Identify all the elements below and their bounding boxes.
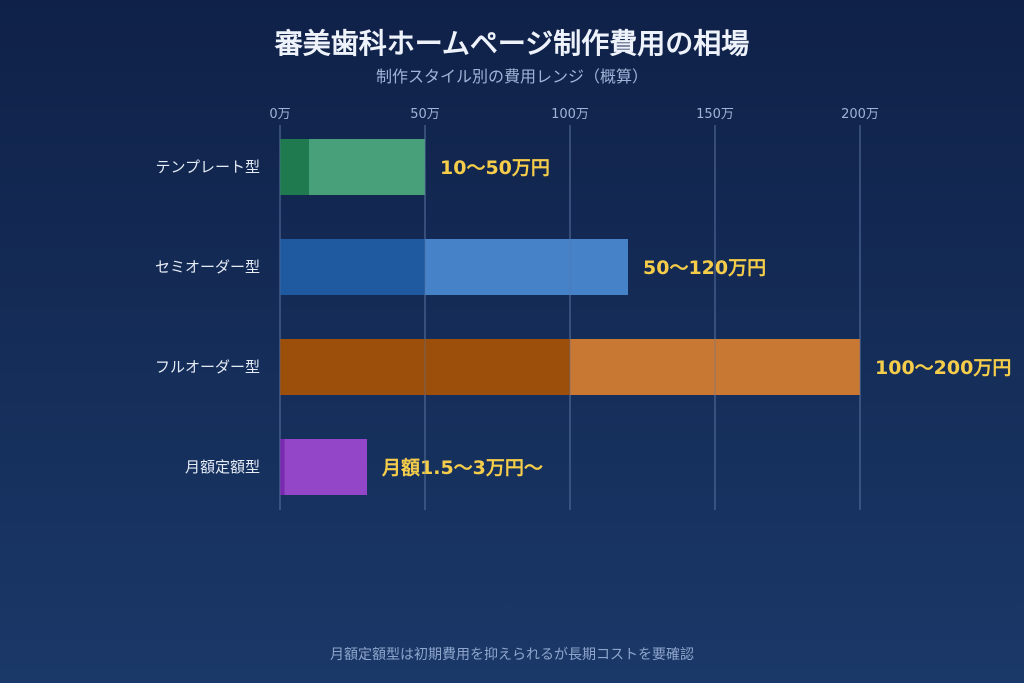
x-tick-label: 100万 — [551, 107, 589, 122]
category-label: フルオーダー型 — [155, 358, 260, 376]
footnote: 月額定額型は初期費用を抑えられるが長期コストを要確認 — [330, 647, 694, 663]
bar-base-segment — [280, 239, 425, 295]
bar-base-segment — [280, 139, 309, 195]
data-label: 100〜200万円 — [875, 357, 1011, 379]
chart-subtitle: 制作スタイル別の費用レンジ（概算） — [375, 67, 648, 86]
x-tick-label: 200万 — [841, 107, 879, 122]
chart-title: 審美歯科ホームページ制作費用の相場 — [274, 27, 750, 60]
category-label: セミオーダー型 — [155, 258, 260, 276]
category-label: 月額定額型 — [185, 458, 260, 476]
bar-range-segment — [425, 239, 628, 295]
bar-range-segment — [309, 139, 425, 195]
data-label: 月額1.5〜3万円〜 — [381, 456, 543, 479]
data-label: 50〜120万円 — [643, 257, 766, 279]
category-label: テンプレート型 — [155, 158, 260, 176]
bar-base-segment — [280, 439, 285, 495]
x-tick-label: 0万 — [269, 107, 290, 122]
x-tick-label: 50万 — [410, 107, 440, 122]
bar-range-segment — [284, 439, 367, 495]
data-label: 10〜50万円 — [440, 157, 550, 179]
x-tick-label: 150万 — [696, 107, 734, 122]
